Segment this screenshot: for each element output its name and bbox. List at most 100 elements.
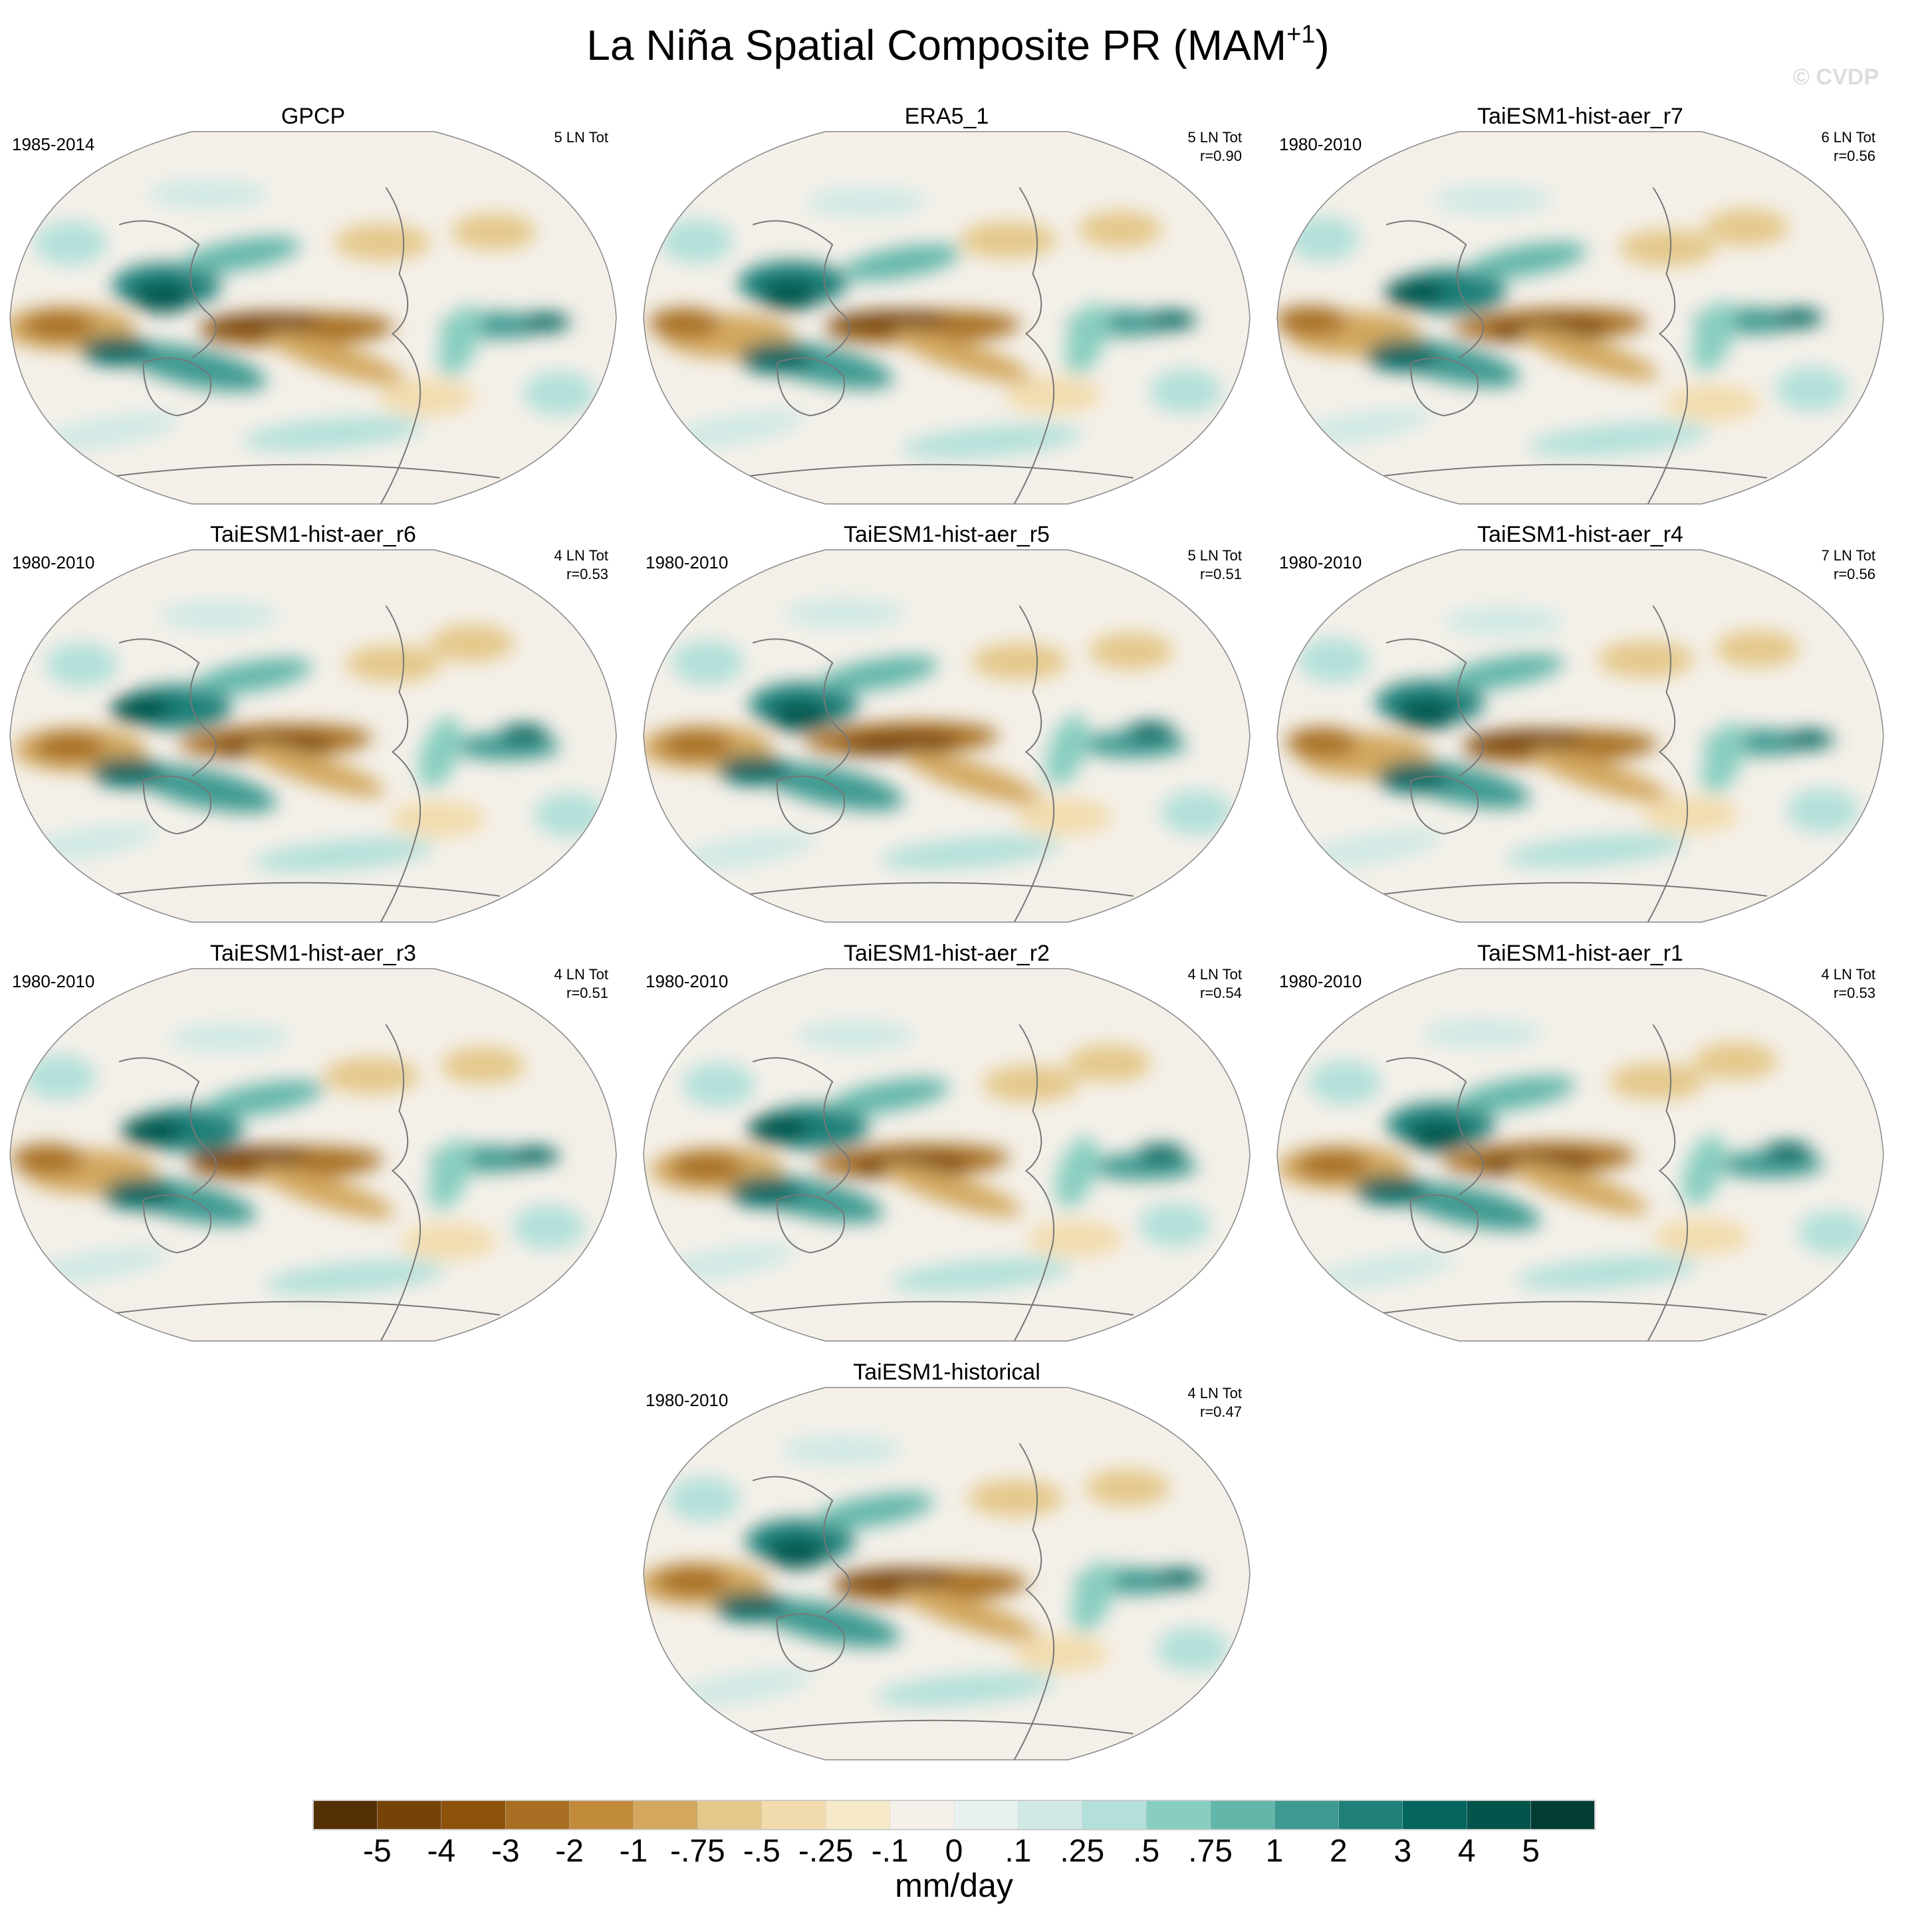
precip-anomaly-region (37, 412, 181, 451)
precip-anomaly-region (1763, 1142, 1812, 1161)
precip-anomaly-region (438, 304, 481, 376)
precip-anomaly-region (1444, 654, 1564, 690)
precip-anomaly-region (875, 1672, 1057, 1707)
coastline-australia (1409, 1194, 1479, 1254)
precip-anomaly-region (11, 1144, 84, 1174)
map-panel: ERA5_1 5 LN Tot r=0.90 (643, 104, 1251, 505)
precip-anomaly-region (713, 1591, 787, 1622)
precip-anomaly-region (132, 283, 193, 313)
panel-event-count: 7 LN Tot (1821, 547, 1875, 564)
coastline-asia (1385, 1057, 1485, 1195)
panel-event-count: 5 LN Tot (554, 129, 608, 146)
panel-title: GPCP (281, 104, 345, 129)
precip-anomaly-region (1072, 1560, 1115, 1632)
precip-anomaly-region (1300, 829, 1444, 868)
coastline-antarctica (1368, 1300, 1767, 1316)
colorbar-swatch (825, 1800, 891, 1830)
precip-anomaly-region (1653, 1218, 1750, 1256)
precip-anomaly-region (1296, 1149, 1370, 1179)
colorbar-tick-label: 4 (1458, 1834, 1476, 1869)
precip-anomaly-region (1702, 722, 1745, 794)
title-superscript: +1 (1286, 21, 1315, 49)
colorbar-frame (312, 1800, 1596, 1830)
precip-anomaly-region (769, 702, 830, 732)
precip-anomaly-region (34, 221, 107, 266)
panel-period: 1980-2010 (12, 971, 94, 991)
precip-anomaly-region (1642, 796, 1739, 834)
precip-anomaly-region (192, 658, 312, 695)
title-close: ) (1315, 21, 1329, 69)
precip-anomaly-region (418, 717, 461, 788)
precip-anomaly-region (121, 1116, 183, 1147)
coastline-asia (752, 1476, 851, 1614)
precip-anomaly-region (1692, 301, 1735, 372)
precip-anomaly-region (1510, 1161, 1649, 1215)
precip-anomaly-region (1026, 1220, 1124, 1258)
colorbar-tick-label: .5 (1133, 1834, 1159, 1869)
precip-anomaly-region (717, 755, 790, 785)
precip-anomaly-region (253, 838, 434, 872)
panel-event-count: 4 LN Tot (1187, 1385, 1242, 1401)
coastline-asia (752, 1057, 851, 1195)
precip-anomaly-region (322, 1057, 420, 1095)
panel-event-count: 5 LN Tot (1187, 129, 1242, 146)
coastline-antarctica (100, 463, 500, 479)
panel-period: 1980-2010 (646, 971, 728, 991)
colorbar-swatch (1530, 1800, 1596, 1830)
precip-anomaly-region (667, 1477, 741, 1522)
map-outline (1276, 968, 1884, 1342)
precip-anomaly-region (1045, 715, 1089, 786)
precip-anomaly-region (981, 1065, 1079, 1103)
precip-anomaly-region (1012, 1634, 1110, 1672)
precip-anomaly-region (80, 335, 154, 366)
precip-anomaly-region (1516, 1256, 1698, 1290)
precip-anomaly-region (834, 1568, 955, 1592)
precip-anomaly-region (739, 343, 812, 374)
colorbar-swatch (1018, 1800, 1083, 1830)
precip-anomaly-region (428, 1139, 471, 1211)
panel-correlation: r=0.54 (1200, 985, 1242, 1001)
precip-anomaly-region (1432, 185, 1554, 215)
precip-anomaly-region (682, 1062, 755, 1108)
precip-anomaly-region (1682, 1134, 1726, 1206)
precip-anomaly-region (334, 223, 431, 261)
precip-anomaly-region (1077, 211, 1163, 249)
precip-anomaly-region (660, 219, 733, 264)
coastline-asia (118, 1057, 217, 1195)
precip-anomaly-region (1519, 327, 1659, 381)
panel-title: TaiESM1-hist-aer_r1 (1477, 941, 1683, 966)
coastline-antarctica (734, 882, 1134, 897)
coastline-americas (1012, 605, 1055, 922)
panel-period: 1980-2010 (646, 1390, 728, 1410)
map-panel: TaiESM1-hist-aer_r5 1980-2010 5 LN Tot r=0.… (643, 522, 1251, 923)
precip-anomaly-region (22, 310, 95, 340)
colorbar-swatch (377, 1800, 442, 1830)
precip-anomaly-region (344, 645, 442, 683)
precip-anomaly-region (1298, 638, 1371, 683)
coastline-australia (1409, 775, 1479, 835)
precip-anomaly-region (1065, 302, 1108, 374)
precip-anomaly-region (124, 343, 267, 392)
precip-anomaly-region (1149, 368, 1223, 414)
colorbar-tick-label: -5 (363, 1834, 392, 1869)
precip-anomaly-region (1088, 632, 1174, 670)
precip-anomaly-region (1463, 729, 1586, 753)
precip-anomaly-region (1504, 834, 1687, 868)
panel-correlation: r=0.51 (566, 985, 608, 1001)
precip-anomaly-region (883, 1163, 1022, 1217)
panel-period: 1985-2014 (12, 134, 94, 154)
precip-anomaly-region (830, 1078, 950, 1115)
panel-event-count: 4 LN Tot (554, 966, 608, 983)
precip-anomaly-region (1608, 1062, 1705, 1100)
precip-anomaly-region (1385, 278, 1446, 308)
panel-correlation: r=0.56 (1834, 148, 1875, 164)
precip-anomaly-region (1529, 749, 1669, 802)
coastline-americas (378, 1024, 421, 1341)
precip-anomaly-region (892, 329, 1032, 383)
coastline-antarctica (1368, 463, 1767, 479)
precip-anomaly-region (1366, 341, 1439, 372)
precip-anomaly-region (523, 371, 596, 416)
precip-anomaly-region (400, 1222, 498, 1260)
precip-anomaly-region (158, 600, 279, 631)
coastline-asia (1385, 220, 1485, 358)
